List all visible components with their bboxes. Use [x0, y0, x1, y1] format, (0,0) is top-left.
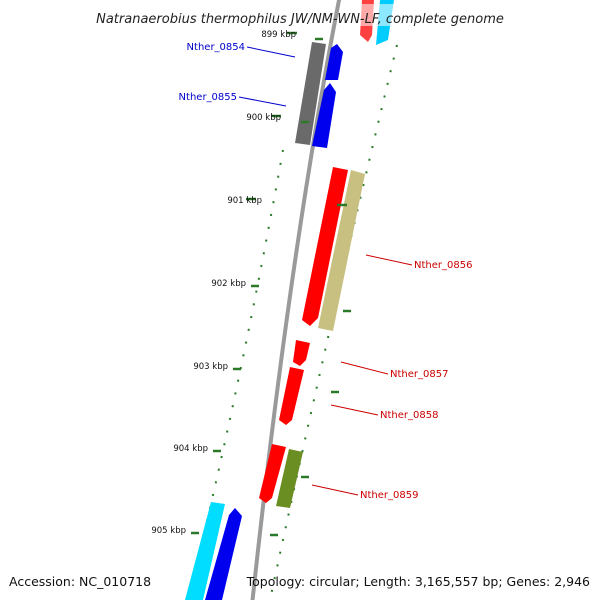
feature-blue-bottom[interactable]	[205, 508, 242, 600]
gene-nther-0859-red[interactable]	[259, 444, 286, 503]
tick-marks	[191, 31, 351, 537]
leader-nther_0856	[365, 254, 413, 266]
gene-nther-0854[interactable]	[325, 44, 343, 80]
tick-label-900: 900 kbp	[246, 113, 281, 123]
gene-label-nther_0859[interactable]: Nther_0859	[360, 490, 418, 501]
gene-label-leaders	[238, 46, 413, 496]
ruler-dots-left	[187, 149, 284, 600]
gene-labels[interactable]: Nther_0854 Nther_0855 Nther_0856 Nther_0857…	[179, 42, 473, 501]
feature-khaki-0856-region[interactable]	[318, 170, 365, 331]
genome-backbone	[250, 0, 342, 600]
feature-gray-0854-region[interactable]	[295, 42, 326, 145]
leader-nther_0855	[238, 96, 287, 107]
leader-nther_0854	[246, 46, 296, 58]
gene-nther-0857[interactable]	[293, 340, 310, 366]
gene-nther-0856[interactable]	[302, 167, 348, 326]
tick-label-905: 905 kbp	[151, 526, 186, 536]
tick-label-903: 903 kbp	[193, 362, 228, 372]
gene-nther-0858[interactable]	[279, 367, 304, 425]
accession-label: Accession: NC_010718	[9, 574, 152, 589]
gene-nther-0855[interactable]	[312, 83, 336, 148]
tick-label-901: 901 kbp	[227, 196, 262, 206]
gene-label-nther_0857[interactable]: Nther_0857	[390, 369, 448, 380]
gene-label-nther_0854[interactable]: Nther_0854	[187, 42, 245, 53]
map-title: Natranaerobius thermophilus JW/NM-WN-LF,…	[96, 12, 504, 27]
topology-summary: Topology: circular; Length: 3,165,557 bp…	[246, 574, 590, 589]
leader-nther_0858	[330, 404, 379, 416]
gene-nther-0859-olive[interactable]	[276, 449, 303, 508]
leader-nther_0857	[340, 361, 389, 375]
tick-label-902: 902 kbp	[211, 279, 246, 289]
gene-label-nther_0858[interactable]: Nther_0858	[380, 410, 438, 421]
feature-cyan-bottom[interactable]	[185, 502, 225, 600]
tick-labels: 899 kbp 900 kbp 901 kbp 902 kbp 903 kbp 904 k…	[151, 30, 296, 536]
title-backdrop	[350, 4, 400, 26]
tick-label-899: 899 kbp	[261, 30, 296, 40]
tick-label-904: 904 kbp	[173, 444, 208, 454]
ruler-dots-right	[269, 44, 398, 600]
leader-nther_0859	[311, 484, 359, 496]
gene-label-nther_0855[interactable]: Nther_0855	[179, 92, 237, 103]
gene-label-nther_0856[interactable]: Nther_0856	[414, 260, 472, 271]
